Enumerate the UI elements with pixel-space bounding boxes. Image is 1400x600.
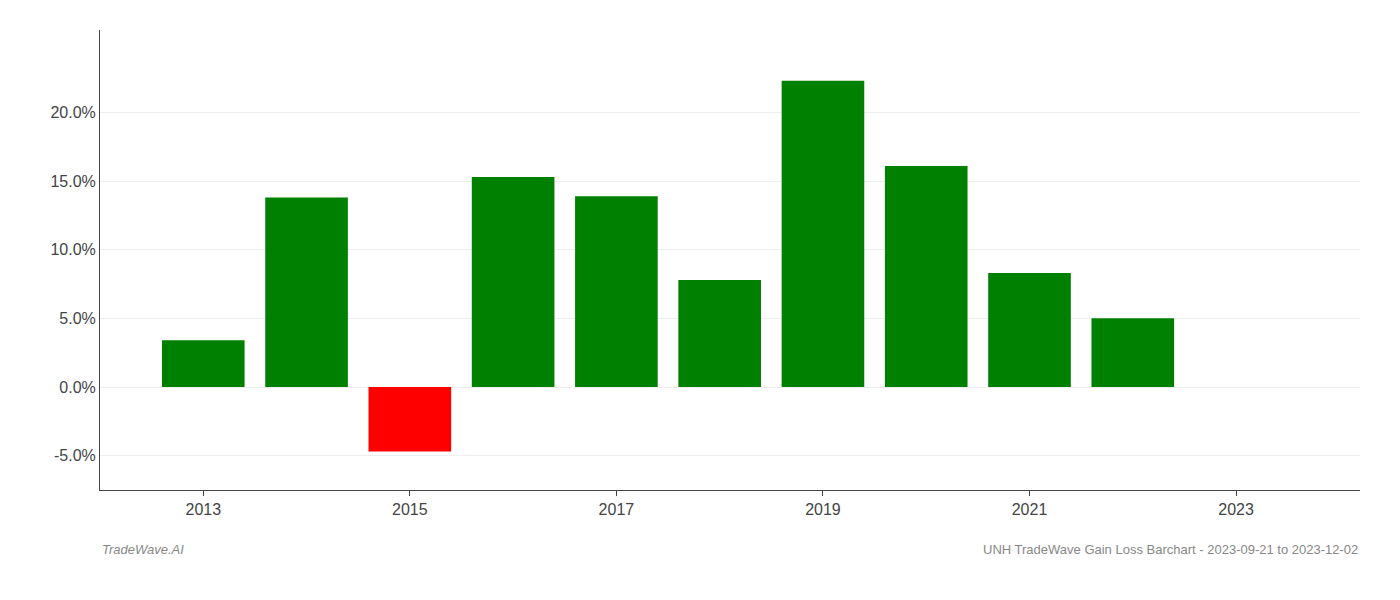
svg-text:2013: 2013	[185, 501, 221, 518]
svg-text:10.0%: 10.0%	[50, 241, 95, 258]
svg-text:5.0%: 5.0%	[59, 310, 95, 327]
svg-text:15.0%: 15.0%	[50, 173, 95, 190]
svg-text:2023: 2023	[1218, 501, 1254, 518]
svg-text:0.0%: 0.0%	[59, 379, 95, 396]
svg-text:UNH TradeWave Gain Loss Barcha: UNH TradeWave Gain Loss Barchart - 2023-…	[983, 542, 1358, 557]
svg-text:2015: 2015	[392, 501, 428, 518]
svg-text:2019: 2019	[805, 501, 841, 518]
svg-text:20.0%: 20.0%	[50, 104, 95, 121]
svg-text:TradeWave.AI: TradeWave.AI	[102, 542, 184, 557]
svg-text:-5.0%: -5.0%	[54, 447, 96, 464]
svg-text:2017: 2017	[599, 501, 635, 518]
svg-text:2021: 2021	[1012, 501, 1048, 518]
